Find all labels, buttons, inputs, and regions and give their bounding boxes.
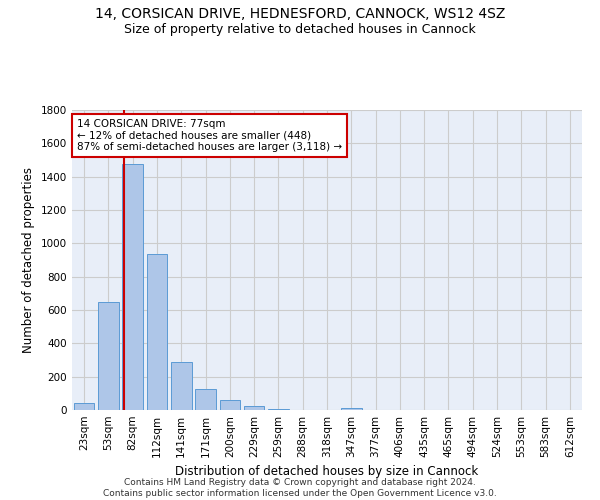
Bar (122, 164, 143, 410)
Bar (220, 400, 240, 410)
Text: Size of property relative to detached houses in Cannock: Size of property relative to detached ho… (124, 22, 476, 36)
X-axis label: Distribution of detached houses by size in Cannock: Distribution of detached houses by size … (175, 466, 479, 478)
Bar (98, 302, 119, 410)
Bar (146, 254, 167, 410)
Bar (74, 404, 94, 410)
Bar (195, 388, 216, 410)
Bar (171, 362, 191, 410)
Bar (341, 408, 362, 410)
Bar (244, 406, 265, 410)
Text: 14 CORSICAN DRIVE: 77sqm
← 12% of detached houses are smaller (448)
87% of semi-: 14 CORSICAN DRIVE: 77sqm ← 12% of detach… (77, 119, 342, 152)
Text: 14, CORSICAN DRIVE, HEDNESFORD, CANNOCK, WS12 4SZ: 14, CORSICAN DRIVE, HEDNESFORD, CANNOCK,… (95, 8, 505, 22)
Text: Contains HM Land Registry data © Crown copyright and database right 2024.
Contai: Contains HM Land Registry data © Crown c… (103, 478, 497, 498)
Bar (268, 408, 289, 410)
Y-axis label: Number of detached properties: Number of detached properties (22, 167, 35, 353)
